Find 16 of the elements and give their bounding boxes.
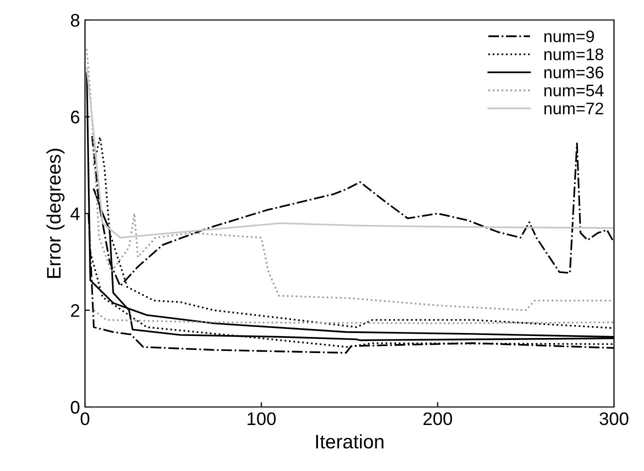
legend-label: num=36 [544, 66, 604, 78]
y-tick-label: 0 [70, 400, 80, 414]
y-axis-title: Error (degrees) [46, 148, 65, 278]
legend-label: num=18 [544, 48, 604, 60]
legend-label: num=72 [544, 102, 604, 114]
x-tick-label: 100 [248, 412, 276, 426]
y-tick-label: 2 [71, 304, 80, 317]
y-tick-label: 8 [70, 14, 80, 27]
y-tick-label: 6 [71, 110, 80, 124]
legend-label: num=9 [544, 30, 594, 42]
legend-label: num=54 [544, 84, 604, 96]
x-tick-label: 0 [80, 412, 90, 426]
x-tick-label: 300 [600, 412, 628, 426]
y-tick-label: 4 [70, 208, 80, 220]
x-axis-title: Iteration [316, 434, 384, 449]
x-tick-label: 200 [424, 412, 452, 426]
